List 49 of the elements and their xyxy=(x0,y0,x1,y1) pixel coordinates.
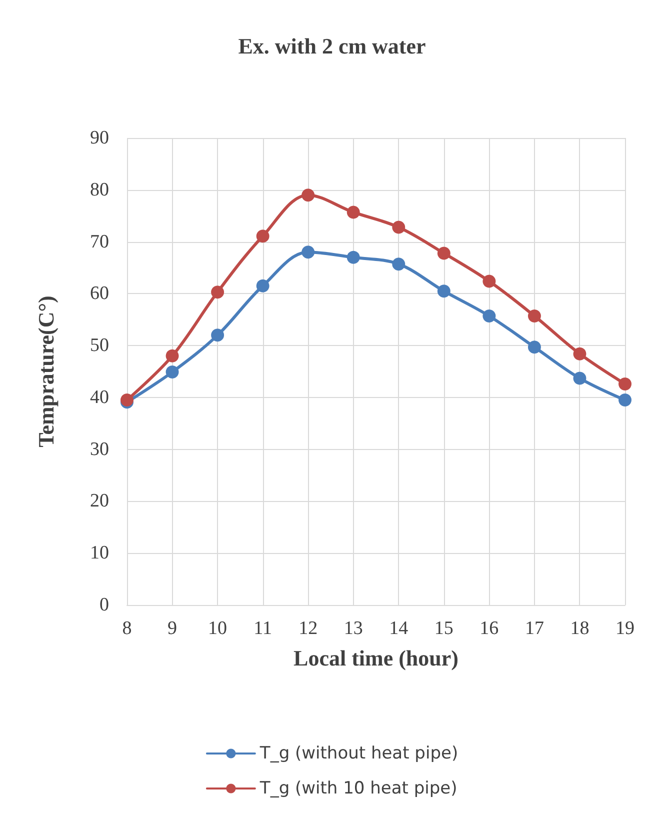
x-tick-label: 14 xyxy=(389,618,409,639)
y-tick-label: 90 xyxy=(90,128,109,148)
x-tick-label: 17 xyxy=(524,618,544,639)
x-tick-label: 18 xyxy=(570,618,590,639)
y-tick-label: 10 xyxy=(90,542,109,564)
x-tick-label: 8 xyxy=(122,618,132,639)
legend-label: T_g (without heat pipe) xyxy=(258,744,458,764)
point xyxy=(256,279,270,292)
point xyxy=(256,230,270,243)
x-tick-label: 12 xyxy=(298,618,318,639)
y-tick-label: 60 xyxy=(90,283,109,304)
x-tick-label: 15 xyxy=(434,618,454,639)
y-tick-label: 50 xyxy=(90,335,109,356)
y-tick-label: 40 xyxy=(90,386,109,408)
y-tick-label: 70 xyxy=(90,231,109,252)
point xyxy=(437,246,450,260)
point xyxy=(166,366,179,379)
point xyxy=(437,284,450,298)
x-axis-title: Local time (hour) xyxy=(294,646,458,670)
point xyxy=(482,274,496,288)
legend-label: T_g (with 10 heat pipe) xyxy=(258,778,458,798)
x-tick-label: 10 xyxy=(208,618,228,639)
point xyxy=(392,220,406,234)
chart-title: Ex. with 2 cm water xyxy=(238,34,426,58)
x-tick-label: 19 xyxy=(616,618,634,639)
x-tick-label: 16 xyxy=(480,618,499,639)
point xyxy=(346,206,360,219)
y-tick-label: 20 xyxy=(90,490,109,512)
point xyxy=(211,328,224,342)
x-tick-label: 11 xyxy=(254,618,272,639)
point xyxy=(302,188,315,202)
point xyxy=(392,258,406,271)
point xyxy=(573,347,586,360)
point xyxy=(573,372,586,385)
point xyxy=(302,246,315,259)
point xyxy=(346,250,360,264)
point xyxy=(618,394,632,407)
x-tick-label: 9 xyxy=(168,618,178,639)
x-tick-label: 13 xyxy=(344,618,363,639)
point xyxy=(618,377,632,390)
point xyxy=(528,309,541,322)
y-tick-label: 30 xyxy=(90,438,109,460)
point xyxy=(528,340,541,354)
y-axis-title: Temprature(C°) xyxy=(34,296,58,448)
point xyxy=(166,349,179,362)
y-tick-label: 80 xyxy=(90,179,109,200)
point xyxy=(211,286,224,299)
y-tick-label: 0 xyxy=(100,594,109,616)
point xyxy=(482,309,496,322)
